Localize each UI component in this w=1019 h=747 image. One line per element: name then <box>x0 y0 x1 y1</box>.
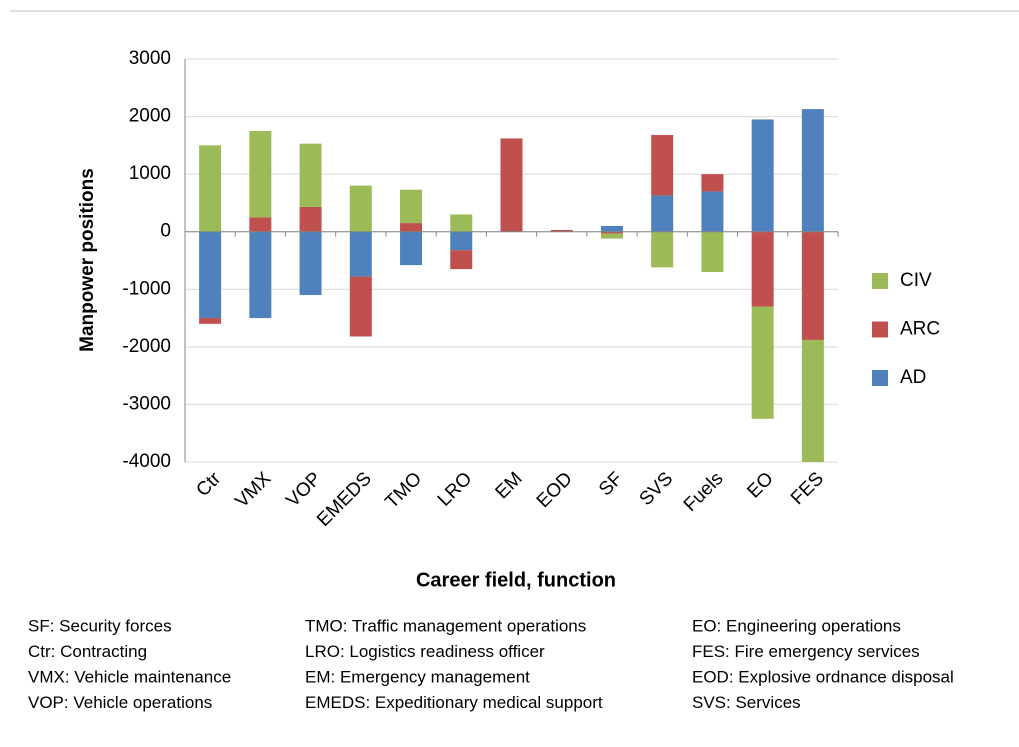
legend-label: CIV <box>900 270 932 291</box>
y-tick-label: -4000 <box>122 451 171 472</box>
bar-segment <box>249 231 272 319</box>
y-tick-label: 2000 <box>129 106 171 127</box>
bar-segment <box>450 214 473 232</box>
bar-segment <box>349 185 372 232</box>
bar-segment <box>751 119 774 232</box>
bar-segment <box>801 109 824 232</box>
bar-segment <box>400 231 423 266</box>
legend-label: ARC <box>900 319 940 340</box>
footnote: EM: Emergency management <box>305 667 530 686</box>
footnote: EOD: Explosive ordnance disposal <box>692 667 954 686</box>
bar-segment <box>450 231 473 251</box>
bar-segment <box>249 130 272 218</box>
bar-segment <box>400 189 423 224</box>
bar-segment <box>199 318 222 324</box>
legend-swatch <box>872 321 888 338</box>
bar-segment <box>349 276 372 337</box>
bar-segment <box>751 306 774 419</box>
bar-segment <box>500 138 523 232</box>
legend-swatch <box>872 273 888 289</box>
y-tick-label: 3000 <box>129 48 171 69</box>
bar-segment <box>550 229 573 232</box>
bar-segment <box>751 231 774 307</box>
y-tick-label: 0 <box>160 221 171 242</box>
bar-segment <box>600 233 623 239</box>
bar-segment <box>701 191 724 232</box>
bar-segment <box>600 231 623 234</box>
footnote: VOP: Vehicle operations <box>28 693 212 712</box>
bar-segment <box>701 231 724 273</box>
footnote: LRO: Logistics readiness officer <box>305 642 545 661</box>
legend-swatch <box>872 370 888 386</box>
footnote: EO: Engineering operations <box>692 616 901 635</box>
bar-segment <box>249 217 272 232</box>
bar-segment <box>450 250 473 270</box>
y-tick-label: -3000 <box>122 393 171 414</box>
y-tick-label: 1000 <box>129 163 171 184</box>
footnote: TMO: Traffic management operations <box>305 616 586 635</box>
x-axis-label: Career field, function <box>416 569 616 591</box>
bar-segment <box>651 231 674 268</box>
bar-segment <box>299 231 322 296</box>
legend-label: AD <box>900 367 926 388</box>
footnote: Ctr: Contracting <box>28 642 147 661</box>
bar-segment <box>199 145 222 232</box>
y-tick-label: -1000 <box>122 278 171 299</box>
bar-segment <box>199 231 222 319</box>
bar-segment <box>400 223 423 232</box>
footnote: FES: Fire emergency services <box>692 642 920 661</box>
footnote: VMX: Vehicle maintenance <box>28 667 231 686</box>
bar-segment <box>349 231 372 277</box>
bar-segment <box>600 225 623 232</box>
footnote: EMEDS: Expeditionary medical support <box>305 693 603 712</box>
bar-segment <box>801 231 824 340</box>
footnote: SVS: Services <box>692 693 801 712</box>
y-tick-label: -2000 <box>122 336 171 357</box>
footnote: SF: Security forces <box>28 616 172 635</box>
bar-segment <box>299 206 322 232</box>
bar-segment <box>651 195 674 232</box>
bar-segment <box>801 339 824 462</box>
bar-segment <box>299 143 322 207</box>
bar-segment <box>651 134 674 196</box>
bar-segment <box>701 174 724 192</box>
y-axis-label: Manpower positions <box>77 168 98 352</box>
